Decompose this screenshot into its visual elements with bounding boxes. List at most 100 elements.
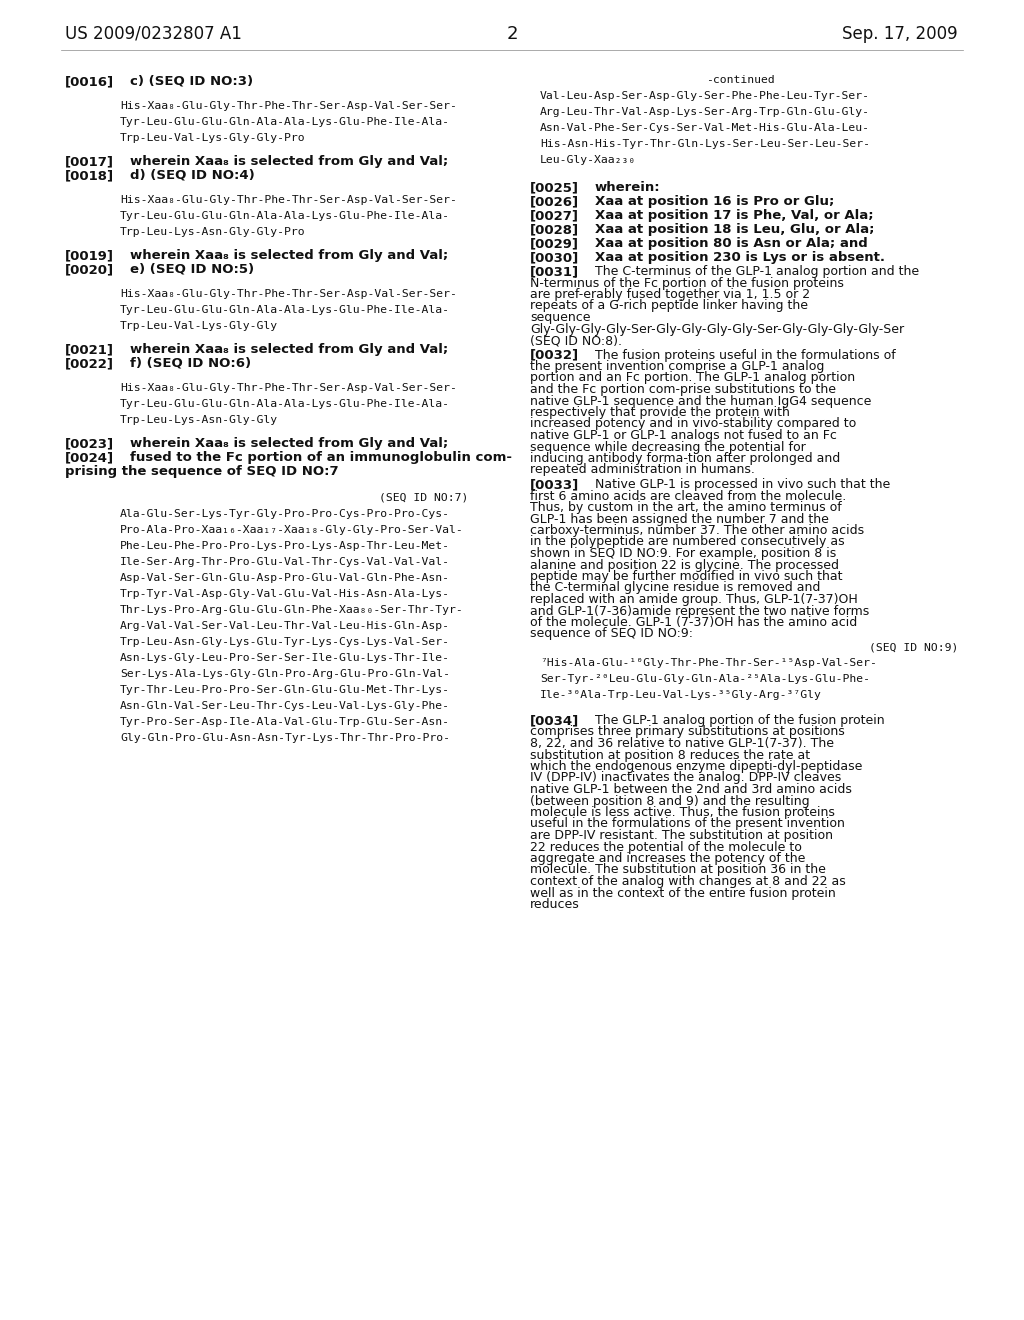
Text: of the molecule. GLP-1 (7-37)OH has the amino acid: of the molecule. GLP-1 (7-37)OH has the …: [530, 616, 857, 630]
Text: fused to the Fc portion of an immunoglobulin com-: fused to the Fc portion of an immunoglob…: [130, 451, 512, 465]
Text: alanine and position 22 is glycine. The processed: alanine and position 22 is glycine. The …: [530, 558, 839, 572]
Text: Thr-Lys-Pro-Arg-Glu-Glu-Gln-Phe-Xaa₈₀-Ser-Thr-Tyr-: Thr-Lys-Pro-Arg-Glu-Glu-Gln-Phe-Xaa₈₀-Se…: [120, 605, 464, 615]
Text: [0028]: [0028]: [530, 223, 580, 236]
Text: 8, 22, and 36 relative to native GLP-1(7-37). The: 8, 22, and 36 relative to native GLP-1(7…: [530, 737, 834, 750]
Text: [0026]: [0026]: [530, 195, 580, 209]
Text: inducing antibody forma-tion after prolonged and: inducing antibody forma-tion after prolo…: [530, 451, 841, 465]
Text: c) (SEQ ID NO:3): c) (SEQ ID NO:3): [130, 75, 253, 88]
Text: [0027]: [0027]: [530, 209, 579, 222]
Text: context of the analog with changes at 8 and 22 as: context of the analog with changes at 8 …: [530, 875, 846, 888]
Text: useful in the formulations of the present invention: useful in the formulations of the presen…: [530, 817, 845, 830]
Text: Xaa at position 80 is Asn or Ala; and: Xaa at position 80 is Asn or Ala; and: [595, 238, 867, 249]
Text: (SEQ ID NO:7): (SEQ ID NO:7): [379, 492, 468, 503]
Text: d) (SEQ ID NO:4): d) (SEQ ID NO:4): [130, 169, 255, 182]
Text: 22 reduces the potential of the molecule to: 22 reduces the potential of the molecule…: [530, 841, 802, 854]
Text: sequence: sequence: [530, 312, 591, 323]
Text: well as in the context of the entire fusion protein: well as in the context of the entire fus…: [530, 887, 836, 899]
Text: Tyr-Leu-Glu-Glu-Gln-Ala-Ala-Lys-Glu-Phe-Ile-Ala-: Tyr-Leu-Glu-Glu-Gln-Ala-Ala-Lys-Glu-Phe-…: [120, 117, 450, 127]
Text: shown in SEQ ID NO:9. For example, position 8 is: shown in SEQ ID NO:9. For example, posit…: [530, 546, 837, 560]
Text: Arg-Val-Val-Ser-Val-Leu-Thr-Val-Leu-His-Gln-Asp-: Arg-Val-Val-Ser-Val-Leu-Thr-Val-Leu-His-…: [120, 620, 450, 631]
Text: peptide may be further modified in vivo such that: peptide may be further modified in vivo …: [530, 570, 843, 583]
Text: Trp-Leu-Val-Lys-Gly-Gly: Trp-Leu-Val-Lys-Gly-Gly: [120, 321, 279, 331]
Text: and the Fc portion com-prise substitutions to the: and the Fc portion com-prise substitutio…: [530, 383, 836, 396]
Text: [0020]: [0020]: [65, 263, 114, 276]
Text: Xaa at position 17 is Phe, Val, or Ala;: Xaa at position 17 is Phe, Val, or Ala;: [595, 209, 873, 222]
Text: f) (SEQ ID NO:6): f) (SEQ ID NO:6): [130, 356, 251, 370]
Text: Xaa at position 230 is Lys or is absent.: Xaa at position 230 is Lys or is absent.: [595, 251, 885, 264]
Text: [0031]: [0031]: [530, 265, 580, 279]
Text: The C-terminus of the GLP-1 analog portion and the: The C-terminus of the GLP-1 analog porti…: [595, 265, 920, 279]
Text: sequence of SEQ ID NO:9:: sequence of SEQ ID NO:9:: [530, 627, 693, 640]
Text: Pro-Ala-Pro-Xaa₁₆-Xaa₁₇-Xaa₁₈-Gly-Gly-Pro-Ser-Val-: Pro-Ala-Pro-Xaa₁₆-Xaa₁₇-Xaa₁₈-Gly-Gly-Pr…: [120, 525, 464, 535]
Text: GLP-1 has been assigned the number 7 and the: GLP-1 has been assigned the number 7 and…: [530, 512, 828, 525]
Text: e) (SEQ ID NO:5): e) (SEQ ID NO:5): [130, 263, 254, 276]
Text: (SEQ ID NO:9): (SEQ ID NO:9): [868, 642, 958, 652]
Text: the C-terminal glycine residue is removed and: the C-terminal glycine residue is remove…: [530, 582, 820, 594]
Text: wherein:: wherein:: [595, 181, 660, 194]
Text: [0032]: [0032]: [530, 348, 580, 362]
Text: Ser-Tyr-²⁰Leu-Glu-Gly-Gln-Ala-²⁵Ala-Lys-Glu-Phe-: Ser-Tyr-²⁰Leu-Glu-Gly-Gln-Ala-²⁵Ala-Lys-…: [540, 675, 870, 684]
Text: Ala-Glu-Ser-Lys-Tyr-Gly-Pro-Pro-Cys-Pro-Pro-Cys-: Ala-Glu-Ser-Lys-Tyr-Gly-Pro-Pro-Cys-Pro-…: [120, 510, 450, 519]
Text: 2: 2: [506, 25, 518, 44]
Text: Thus, by custom in the art, the amino terminus of: Thus, by custom in the art, the amino te…: [530, 502, 842, 513]
Text: [0018]: [0018]: [65, 169, 114, 182]
Text: respectively that provide the protein with: respectively that provide the protein wi…: [530, 407, 790, 418]
Text: [0019]: [0019]: [65, 249, 114, 261]
Text: reduces: reduces: [530, 898, 580, 911]
Text: Asn-Lys-Gly-Leu-Pro-Ser-Ser-Ile-Glu-Lys-Thr-Ile-: Asn-Lys-Gly-Leu-Pro-Ser-Ser-Ile-Glu-Lys-…: [120, 653, 450, 663]
Text: Trp-Tyr-Val-Asp-Gly-Val-Glu-Val-His-Asn-Ala-Lys-: Trp-Tyr-Val-Asp-Gly-Val-Glu-Val-His-Asn-…: [120, 589, 450, 599]
Text: The fusion proteins useful in the formulations of: The fusion proteins useful in the formul…: [595, 348, 896, 362]
Text: Trp-Leu-Lys-Asn-Gly-Gly-Pro: Trp-Leu-Lys-Asn-Gly-Gly-Pro: [120, 227, 305, 238]
Text: Trp-Leu-Asn-Gly-Lys-Glu-Tyr-Lys-Cys-Lys-Val-Ser-: Trp-Leu-Asn-Gly-Lys-Glu-Tyr-Lys-Cys-Lys-…: [120, 638, 450, 647]
Text: Tyr-Thr-Leu-Pro-Pro-Ser-Gln-Glu-Glu-Met-Thr-Lys-: Tyr-Thr-Leu-Pro-Pro-Ser-Gln-Glu-Glu-Met-…: [120, 685, 450, 696]
Text: native GLP-1 or GLP-1 analogs not fused to an Fc: native GLP-1 or GLP-1 analogs not fused …: [530, 429, 837, 442]
Text: Ile-³⁰Ala-Trp-Leu-Val-Lys-³⁵Gly-Arg-³⁷Gly: Ile-³⁰Ala-Trp-Leu-Val-Lys-³⁵Gly-Arg-³⁷Gl…: [540, 690, 822, 700]
Text: Arg-Leu-Thr-Val-Asp-Lys-Ser-Arg-Trp-Gln-Glu-Gly-: Arg-Leu-Thr-Val-Asp-Lys-Ser-Arg-Trp-Gln-…: [540, 107, 870, 117]
Text: The GLP-1 analog portion of the fusion protein: The GLP-1 analog portion of the fusion p…: [595, 714, 885, 727]
Text: in the polypeptide are numbered consecutively as: in the polypeptide are numbered consecut…: [530, 536, 845, 549]
Text: His-Xaa₈-Glu-Gly-Thr-Phe-Thr-Ser-Asp-Val-Ser-Ser-: His-Xaa₈-Glu-Gly-Thr-Phe-Thr-Ser-Asp-Val…: [120, 102, 457, 111]
Text: His-Xaa₈-Glu-Gly-Thr-Phe-Thr-Ser-Asp-Val-Ser-Ser-: His-Xaa₈-Glu-Gly-Thr-Phe-Thr-Ser-Asp-Val…: [120, 383, 457, 393]
Text: Trp-Leu-Val-Lys-Gly-Gly-Pro: Trp-Leu-Val-Lys-Gly-Gly-Pro: [120, 133, 305, 143]
Text: molecule. The substitution at position 36 in the: molecule. The substitution at position 3…: [530, 863, 826, 876]
Text: replaced with an amide group. Thus, GLP-1(7-37)OH: replaced with an amide group. Thus, GLP-…: [530, 593, 858, 606]
Text: -continued: -continued: [706, 75, 774, 84]
Text: sequence while decreasing the potential for: sequence while decreasing the potential …: [530, 441, 806, 454]
Text: [0030]: [0030]: [530, 251, 580, 264]
Text: first 6 amino acids are cleaved from the molecule.: first 6 amino acids are cleaved from the…: [530, 490, 846, 503]
Text: are pref-erably fused together via 1, 1.5 or 2: are pref-erably fused together via 1, 1.…: [530, 288, 810, 301]
Text: portion and an Fc portion. The GLP-1 analog portion: portion and an Fc portion. The GLP-1 ana…: [530, 371, 855, 384]
Text: prising the sequence of SEQ ID NO:7: prising the sequence of SEQ ID NO:7: [65, 465, 339, 478]
Text: Xaa at position 16 is Pro or Glu;: Xaa at position 16 is Pro or Glu;: [595, 195, 835, 209]
Text: [0034]: [0034]: [530, 714, 580, 727]
Text: Sep. 17, 2009: Sep. 17, 2009: [843, 25, 958, 44]
Text: Ser-Lys-Ala-Lys-Gly-Gln-Pro-Arg-Glu-Pro-Gln-Val-: Ser-Lys-Ala-Lys-Gly-Gln-Pro-Arg-Glu-Pro-…: [120, 669, 450, 678]
Text: [0025]: [0025]: [530, 181, 579, 194]
Text: aggregate and increases the potency of the: aggregate and increases the potency of t…: [530, 851, 805, 865]
Text: wherein Xaa₈ is selected from Gly and Val;: wherein Xaa₈ is selected from Gly and Va…: [130, 154, 449, 168]
Text: Asn-Gln-Val-Ser-Leu-Thr-Cys-Leu-Val-Lys-Gly-Phe-: Asn-Gln-Val-Ser-Leu-Thr-Cys-Leu-Val-Lys-…: [120, 701, 450, 711]
Text: native GLP-1 sequence and the human IgG4 sequence: native GLP-1 sequence and the human IgG4…: [530, 395, 871, 408]
Text: [0017]: [0017]: [65, 154, 114, 168]
Text: (SEQ ID NO:8).: (SEQ ID NO:8).: [530, 334, 622, 347]
Text: Tyr-Pro-Ser-Asp-Ile-Ala-Val-Glu-Trp-Glu-Ser-Asn-: Tyr-Pro-Ser-Asp-Ile-Ala-Val-Glu-Trp-Glu-…: [120, 717, 450, 727]
Text: Tyr-Leu-Glu-Glu-Gln-Ala-Ala-Lys-Glu-Phe-Ile-Ala-: Tyr-Leu-Glu-Glu-Gln-Ala-Ala-Lys-Glu-Phe-…: [120, 211, 450, 220]
Text: native GLP-1 between the 2nd and 3rd amino acids: native GLP-1 between the 2nd and 3rd ami…: [530, 783, 852, 796]
Text: wherein Xaa₈ is selected from Gly and Val;: wherein Xaa₈ is selected from Gly and Va…: [130, 343, 449, 356]
Text: (between position 8 and 9) and the resulting: (between position 8 and 9) and the resul…: [530, 795, 810, 808]
Text: the present invention comprise a GLP-1 analog: the present invention comprise a GLP-1 a…: [530, 360, 824, 374]
Text: Ile-Ser-Arg-Thr-Pro-Glu-Val-Thr-Cys-Val-Val-Val-: Ile-Ser-Arg-Thr-Pro-Glu-Val-Thr-Cys-Val-…: [120, 557, 450, 568]
Text: repeats of a G-rich peptide linker having the: repeats of a G-rich peptide linker havin…: [530, 300, 808, 313]
Text: substitution at position 8 reduces the rate at: substitution at position 8 reduces the r…: [530, 748, 810, 762]
Text: IV (DPP-IV) inactivates the analog. DPP-IV cleaves: IV (DPP-IV) inactivates the analog. DPP-…: [530, 771, 842, 784]
Text: and GLP-1(7-36)amide represent the two native forms: and GLP-1(7-36)amide represent the two n…: [530, 605, 869, 618]
Text: ⁷His-Ala-Glu-¹⁰Gly-Thr-Phe-Thr-Ser-¹⁵Asp-Val-Ser-: ⁷His-Ala-Glu-¹⁰Gly-Thr-Phe-Thr-Ser-¹⁵Asp…: [540, 657, 877, 668]
Text: His-Xaa₈-Glu-Gly-Thr-Phe-Thr-Ser-Asp-Val-Ser-Ser-: His-Xaa₈-Glu-Gly-Thr-Phe-Thr-Ser-Asp-Val…: [120, 195, 457, 205]
Text: N-terminus of the Fc portion of the fusion proteins: N-terminus of the Fc portion of the fusi…: [530, 276, 844, 289]
Text: Gly-Gly-Gly-Gly-Ser-Gly-Gly-Gly-Gly-Ser-Gly-Gly-Gly-Gly-Ser: Gly-Gly-Gly-Gly-Ser-Gly-Gly-Gly-Gly-Ser-…: [530, 322, 904, 335]
Text: [0021]: [0021]: [65, 343, 114, 356]
Text: [0023]: [0023]: [65, 437, 114, 450]
Text: which the endogenous enzyme dipepti-dyl-peptidase: which the endogenous enzyme dipepti-dyl-…: [530, 760, 862, 774]
Text: Tyr-Leu-Glu-Glu-Gln-Ala-Ala-Lys-Glu-Phe-Ile-Ala-: Tyr-Leu-Glu-Glu-Gln-Ala-Ala-Lys-Glu-Phe-…: [120, 399, 450, 409]
Text: [0029]: [0029]: [530, 238, 579, 249]
